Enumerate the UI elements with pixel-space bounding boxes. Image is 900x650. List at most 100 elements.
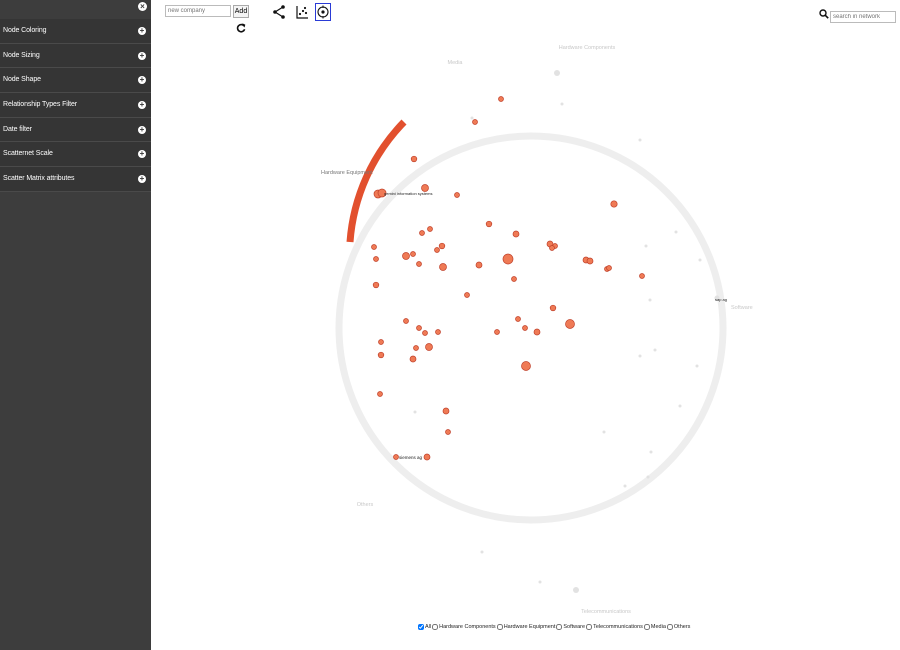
company-node[interactable] xyxy=(639,273,645,279)
company-node[interactable] xyxy=(423,453,431,461)
company-input[interactable] xyxy=(165,5,231,17)
legend-item-software[interactable]: Software xyxy=(556,624,585,630)
company-node[interactable] xyxy=(439,263,447,271)
company-node[interactable] xyxy=(485,220,493,228)
company-node[interactable] xyxy=(373,256,379,262)
sidebar-item-node-sizing[interactable]: Node Sizing + xyxy=(0,43,151,69)
legend-item-all[interactable]: All xyxy=(418,624,431,630)
search-bar xyxy=(819,5,896,23)
company-node[interactable] xyxy=(377,188,387,198)
company-node[interactable] xyxy=(422,330,428,336)
legend-item-hardware-components[interactable]: Hardware Components xyxy=(432,624,496,630)
legend-item-telecommunications[interactable]: Telecommunications xyxy=(586,624,643,630)
sidebar-item-node-shape[interactable]: Node Shape + xyxy=(0,68,151,94)
legend-checkbox[interactable] xyxy=(643,624,650,630)
faint-company-node xyxy=(698,258,702,262)
company-node[interactable] xyxy=(403,318,409,324)
plus-icon[interactable]: + xyxy=(138,26,146,35)
legend-checkbox[interactable] xyxy=(418,624,424,630)
scatter-chart-icon[interactable] xyxy=(295,4,309,20)
sector-label-telecommunications: Telecommunications xyxy=(581,609,631,615)
sector-legend: All Hardware Components Hardware Equipment… xyxy=(418,624,691,630)
company-node[interactable] xyxy=(438,242,446,250)
plus-icon[interactable]: + xyxy=(138,50,146,60)
company-node[interactable] xyxy=(511,276,517,282)
search-input[interactable] xyxy=(830,11,896,23)
add-company-button[interactable]: Add xyxy=(233,5,249,18)
company-node[interactable] xyxy=(416,261,422,267)
company-node[interactable] xyxy=(425,343,433,351)
highlight-arc xyxy=(346,119,407,243)
company-node[interactable] xyxy=(454,192,460,198)
sidebar-item-relationship-types-filter[interactable]: Relationship Types Filter + xyxy=(0,93,151,118)
company-node[interactable] xyxy=(549,304,557,312)
company-node[interactable] xyxy=(512,230,520,238)
plus-icon[interactable]: + xyxy=(138,149,146,159)
sidebar-item-node-coloring[interactable]: Node Coloring + xyxy=(0,19,151,44)
legend-checkbox[interactable] xyxy=(586,624,593,630)
sidebar-item-scatter-matrix-attributes[interactable]: Scatter Matrix attributes + xyxy=(0,167,151,192)
company-node[interactable] xyxy=(610,200,618,208)
company-node[interactable] xyxy=(410,155,418,163)
company-node[interactable] xyxy=(442,407,450,415)
legend-item-hardware-equipment[interactable]: Hardware Equipment xyxy=(496,624,555,630)
company-node[interactable] xyxy=(472,119,478,125)
company-node[interactable] xyxy=(475,261,483,269)
faint-company-node xyxy=(695,364,699,368)
company-node[interactable] xyxy=(427,226,433,232)
network-visualization[interactable]: Hardware Components Media Hardware Equip… xyxy=(151,0,900,620)
faint-company-node xyxy=(413,410,417,414)
company-node[interactable] xyxy=(409,355,417,363)
company-node[interactable] xyxy=(378,339,384,345)
plus-icon[interactable]: + xyxy=(138,124,146,134)
company-node[interactable] xyxy=(419,230,425,236)
faint-company-node xyxy=(554,70,560,76)
legend-item-media[interactable]: Media xyxy=(643,624,666,630)
node-group[interactable] xyxy=(371,96,645,461)
company-node[interactable] xyxy=(498,96,504,102)
company-node[interactable] xyxy=(521,361,531,371)
company-node[interactable] xyxy=(402,252,410,260)
sidebar-close-icon[interactable]: × xyxy=(138,2,147,11)
radial-layout-icon[interactable] xyxy=(315,3,331,21)
company-node[interactable] xyxy=(533,328,541,336)
company-node[interactable] xyxy=(372,281,380,289)
company-node[interactable] xyxy=(445,429,451,435)
plus-icon[interactable]: + xyxy=(138,100,146,110)
legend-checkbox[interactable] xyxy=(432,624,439,630)
company-node[interactable] xyxy=(494,329,500,335)
company-node[interactable] xyxy=(371,244,377,250)
share-network-icon[interactable] xyxy=(272,4,286,20)
faint-node-group xyxy=(413,70,720,593)
company-node[interactable] xyxy=(502,253,514,265)
legend-item-others[interactable]: Others xyxy=(666,624,690,630)
company-node[interactable] xyxy=(586,257,594,265)
company-node[interactable] xyxy=(464,292,470,298)
company-node[interactable] xyxy=(410,251,416,257)
plus-icon[interactable]: + xyxy=(138,174,146,184)
company-node[interactable] xyxy=(413,345,419,351)
plus-icon[interactable]: + xyxy=(138,75,146,85)
sector-label-media: Media xyxy=(448,60,464,66)
company-node[interactable] xyxy=(434,247,440,253)
company-node[interactable] xyxy=(606,265,612,271)
legend-checkbox[interactable] xyxy=(496,624,503,630)
search-icon[interactable] xyxy=(819,6,829,24)
company-node[interactable] xyxy=(416,325,422,331)
sidebar-item-scatternet-scale[interactable]: Scatternet Scale + xyxy=(0,142,151,168)
company-node[interactable] xyxy=(522,325,528,331)
legend-checkbox[interactable] xyxy=(556,624,563,630)
faint-company-node xyxy=(573,587,579,593)
legend-checkbox[interactable] xyxy=(666,624,673,630)
company-node[interactable] xyxy=(393,454,399,460)
sidebar-item-label: Relationship Types Filter xyxy=(3,101,78,109)
company-node[interactable] xyxy=(549,245,555,251)
company-node[interactable] xyxy=(377,351,385,359)
company-node[interactable] xyxy=(565,319,575,329)
refresh-icon[interactable] xyxy=(236,22,246,36)
company-node[interactable] xyxy=(515,316,521,322)
company-node[interactable] xyxy=(435,329,441,335)
company-node[interactable] xyxy=(377,391,383,397)
sidebar-item-date-filter[interactable]: Date filter + xyxy=(0,117,151,143)
company-node[interactable] xyxy=(421,184,429,192)
